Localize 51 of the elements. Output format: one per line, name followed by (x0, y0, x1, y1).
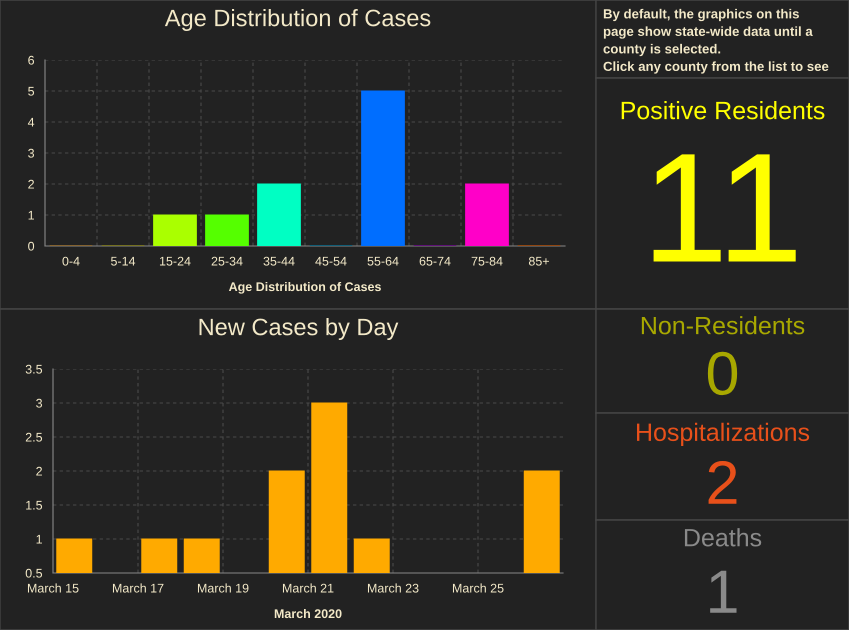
text: page show state-wide data until a (604, 26, 813, 39)
chart-title: New Cases by Day (200, 318, 398, 340)
x-tick-label: 15-24 (160, 256, 191, 266)
y-tick-label: 4 (28, 118, 34, 127)
y-tick-label: 3 (36, 398, 42, 408)
bar (361, 90, 405, 246)
x-tick-label: 5-14 (110, 256, 136, 266)
bar (257, 183, 301, 246)
y-tick-label: 2.5 (26, 432, 42, 442)
bar (205, 214, 249, 246)
text: By default, the graphics on this (604, 8, 799, 22)
y-tick-label: 2 (28, 180, 34, 189)
x-tick-label: 0-4 (62, 256, 80, 266)
x-tick-label: 75-84 (472, 256, 503, 266)
y-tick-label: 1.5 (26, 500, 42, 510)
text: Click any county from the list to see (604, 61, 828, 74)
x-tick-label: 35-44 (263, 256, 295, 266)
y-tick-label: 0 (28, 242, 34, 251)
x-tick-label: 85+ (528, 256, 549, 266)
x-tick-label: 25-34 (212, 256, 243, 266)
y-tick-label: 1 (36, 534, 42, 544)
x-tick-label: March 23 (368, 583, 419, 593)
x-tick-label: 45-54 (315, 256, 347, 266)
y-tick-label: 5 (28, 86, 34, 96)
text: Deaths (684, 528, 762, 547)
text: 11 (654, 154, 796, 262)
text: 2 (708, 461, 736, 504)
text: Hospitalizations (637, 422, 810, 446)
x-axis-title: March 2020 (274, 608, 342, 618)
x-tick-label: March 17 (112, 583, 164, 593)
x-tick-label: 55-64 (368, 256, 399, 266)
bar (465, 183, 509, 246)
y-tick-label: 0.5 (26, 568, 42, 578)
y-tick-label: 3 (28, 148, 34, 158)
y-tick-label: 2 (36, 466, 42, 476)
y-tick-label: 6 (28, 56, 34, 65)
text: county is selected. (604, 44, 720, 56)
text: Non-Residents (642, 316, 804, 334)
bar (153, 214, 197, 246)
x-tick-label: March 21 (282, 583, 334, 593)
text: 1 (710, 570, 737, 613)
x-tick-label: March 15 (28, 583, 79, 593)
text: 0 (708, 352, 738, 396)
text: Positive Residents (622, 101, 824, 120)
x-tick-label: March 25 (452, 583, 504, 593)
y-tick-label: 3.5 (26, 364, 42, 374)
x-tick-label: 65-74 (420, 256, 451, 266)
chart-title: Age Distribution of Cases (164, 8, 430, 32)
x-axis-title: Age Distribution of Cases (228, 282, 381, 294)
y-tick-label: 1 (28, 210, 34, 220)
x-tick-label: March 19 (198, 583, 248, 593)
